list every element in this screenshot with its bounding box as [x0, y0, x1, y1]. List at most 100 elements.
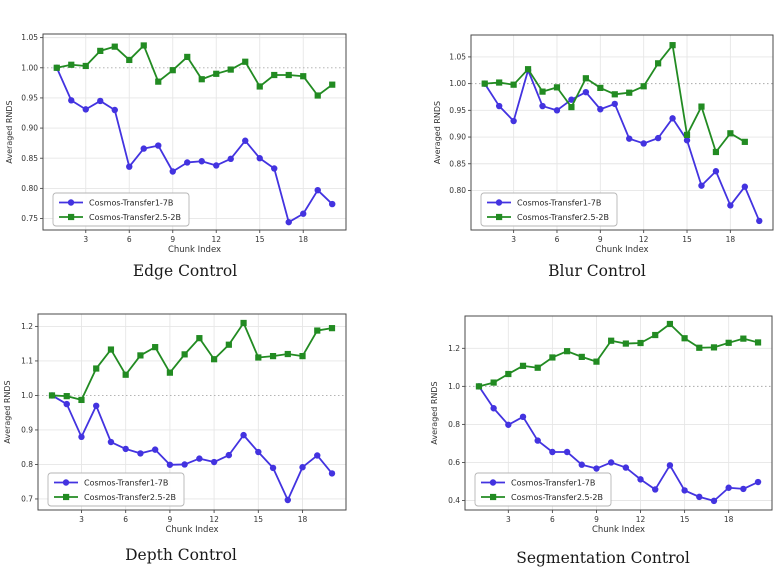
data-point-square	[211, 356, 218, 363]
axes-spines	[37, 313, 347, 511]
data-point-square	[111, 43, 118, 50]
data-point-square	[622, 340, 629, 347]
data-point-square	[314, 327, 321, 334]
data-point-circle	[727, 202, 734, 209]
y-tick-label: 0.95	[449, 106, 466, 115]
legend-marker-square	[496, 213, 503, 221]
data-point-square	[107, 346, 115, 353]
data-point-circle	[611, 100, 618, 108]
data-point-square	[78, 396, 85, 404]
y-tick-label: 0.6	[448, 458, 460, 467]
x-tick-label: 12	[211, 235, 221, 244]
data-point-square	[53, 64, 60, 71]
data-point-circle	[107, 438, 115, 446]
axes-spines	[470, 34, 774, 231]
data-point-circle	[97, 97, 104, 105]
segmentation-control-chart: 3 6 9 12 15 18 0.4 0.6 0.8 1.0 1.2 Chunk Index Avera…	[430, 315, 773, 535]
x-tick-label: 15	[254, 515, 264, 524]
series-cosmos-transfer1-7b	[475, 383, 762, 505]
y-tick-label: 1.1	[21, 357, 33, 366]
data-point-square	[683, 131, 691, 139]
data-point-circle	[607, 459, 615, 466]
x-tick-label: 18	[724, 515, 734, 524]
legend-box	[474, 472, 612, 507]
data-point-square	[152, 344, 159, 351]
data-point-square	[255, 354, 262, 361]
x-tick-label: 18	[726, 235, 736, 244]
y-axis-label: Averaged RNDS	[5, 100, 14, 163]
data-point-circle	[622, 464, 630, 471]
data-point-square	[271, 71, 278, 79]
legend-box	[52, 192, 190, 227]
data-point-square	[184, 53, 191, 61]
data-point-circle	[754, 478, 762, 486]
data-point-circle	[155, 142, 162, 149]
y-tick-label: 1.05	[21, 33, 38, 42]
data-point-circle	[242, 137, 249, 144]
y-tick-label: 1.0	[21, 391, 33, 400]
data-point-circle	[269, 464, 277, 472]
data-point-square	[698, 103, 705, 110]
data-point-circle	[328, 470, 336, 477]
data-point-square	[93, 365, 100, 372]
data-point-square	[300, 73, 307, 80]
x-tick-label: 6	[550, 515, 555, 524]
data-point-square	[269, 352, 277, 360]
data-point-square	[198, 76, 205, 83]
data-point-square	[475, 383, 483, 390]
data-point-circle	[196, 455, 203, 462]
legend-label: Cosmos-Transfer2.5-2B	[517, 213, 609, 222]
data-point-square	[328, 325, 336, 332]
data-point-square	[314, 92, 321, 99]
y-tick-label: 0.90	[21, 124, 38, 133]
data-point-square	[155, 78, 162, 85]
data-point-square	[710, 344, 718, 351]
data-point-square	[519, 362, 527, 369]
data-point-circle	[696, 493, 703, 501]
data-point-circle	[198, 158, 205, 165]
x-tick-label: 9	[594, 515, 599, 524]
data-point-circle	[553, 107, 561, 114]
data-point-circle	[597, 106, 604, 113]
data-point-circle	[725, 484, 732, 491]
series-line	[51, 322, 333, 401]
data-point-circle	[495, 102, 503, 110]
data-point-circle	[510, 117, 517, 125]
x-tick-label: 6	[555, 235, 560, 244]
data-point-square	[563, 348, 571, 355]
data-point-circle	[578, 461, 585, 468]
data-point-circle	[299, 464, 306, 471]
data-point-square	[593, 358, 600, 365]
data-point-circle	[181, 461, 188, 468]
legend-box	[47, 472, 185, 507]
data-point-circle	[300, 210, 307, 217]
data-point-square	[242, 58, 249, 65]
data-point-circle	[93, 402, 100, 409]
data-point-circle	[519, 413, 527, 421]
y-tick-label: 1.2	[448, 344, 460, 353]
data-point-circle	[314, 452, 321, 459]
data-point-circle	[169, 168, 176, 175]
legend-label: Cosmos-Transfer2.5-2B	[89, 213, 181, 222]
y-tick-label: 1.2	[21, 322, 33, 331]
data-point-circle	[652, 486, 659, 493]
y-axis-label: Averaged RNDS	[3, 380, 12, 443]
data-point-square	[169, 67, 176, 74]
data-point-circle	[210, 458, 218, 466]
x-tick-label: 3	[79, 515, 84, 524]
x-tick-label: 15	[255, 235, 265, 244]
series-cosmos-transfer2.5-2b	[53, 42, 336, 99]
chart-panel-depth-control: 3 6 9 12 15 18 0.7 0.8 0.9 1.0 1.1 1.2 Chunk Index Av…	[0, 290, 390, 582]
legend-marker-circle	[495, 199, 503, 206]
series-line	[483, 69, 761, 222]
chart-title-depth-control: Depth Control	[125, 546, 237, 564]
data-point-square	[608, 337, 615, 344]
data-point-square	[225, 341, 232, 348]
data-point-circle	[271, 165, 278, 172]
axes-spines	[42, 33, 347, 231]
series-line	[478, 323, 759, 388]
legend: Cosmos-Transfer1-7B Cosmos-Transfer2.5-2B	[480, 192, 618, 227]
data-point-circle	[111, 106, 118, 114]
data-point-circle	[284, 496, 291, 504]
series-cosmos-transfer2.5-2b	[481, 42, 748, 156]
